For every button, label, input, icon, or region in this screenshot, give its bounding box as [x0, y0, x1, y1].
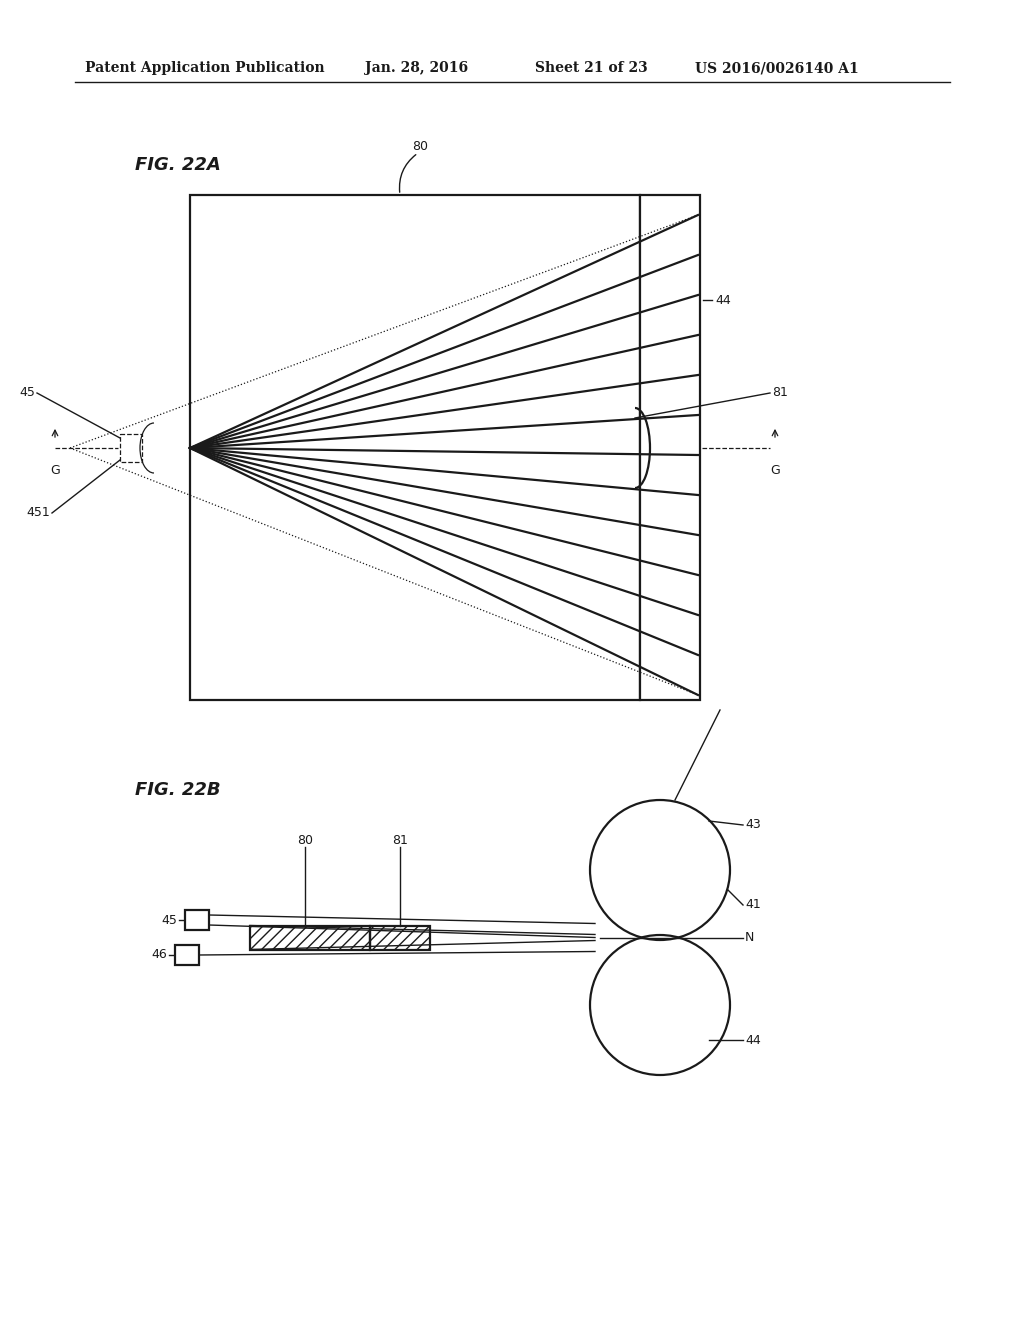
Text: Sheet 21 of 23: Sheet 21 of 23 [535, 61, 648, 75]
Text: 451: 451 [27, 507, 50, 520]
Text: 44: 44 [745, 1034, 761, 1047]
Bar [370, 925, 430, 949]
Text: 43: 43 [745, 818, 761, 832]
Text: 80: 80 [297, 833, 313, 846]
Text: FIG. 22A: FIG. 22A [135, 156, 221, 174]
Bar [120, 434, 142, 462]
Text: Patent Application Publication: Patent Application Publication [85, 61, 325, 75]
Bar [185, 909, 209, 931]
Text: Jan. 28, 2016: Jan. 28, 2016 [365, 61, 468, 75]
Text: FIG. 22B: FIG. 22B [135, 781, 220, 799]
Text: G: G [50, 463, 59, 477]
Text: 81: 81 [772, 387, 787, 400]
Text: 45: 45 [161, 913, 177, 927]
Text: N: N [745, 931, 755, 944]
Text: US 2016/0026140 A1: US 2016/0026140 A1 [695, 61, 859, 75]
Text: 80: 80 [412, 140, 428, 153]
Text: 41: 41 [745, 899, 761, 912]
Bar [190, 195, 640, 700]
Bar [175, 945, 199, 965]
Bar [640, 195, 700, 700]
Text: 46: 46 [152, 949, 167, 961]
Text: G: G [770, 463, 780, 477]
Text: 44: 44 [715, 293, 731, 306]
Bar [250, 925, 370, 949]
Text: 45: 45 [19, 387, 35, 400]
Text: 81: 81 [392, 833, 408, 846]
